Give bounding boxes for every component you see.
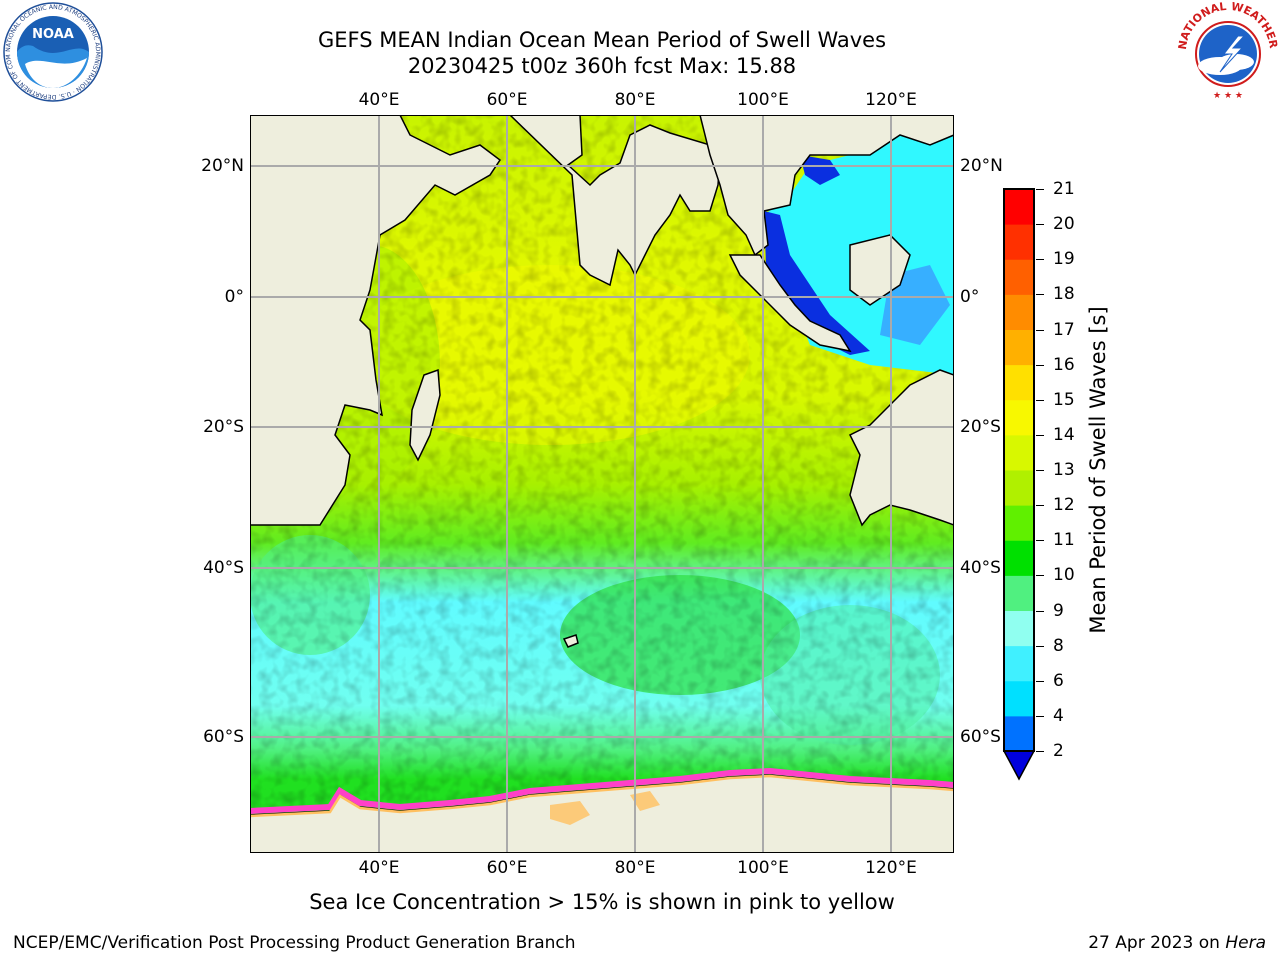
colorbar-tick-mark: [1036, 470, 1044, 471]
colorbar-tick-mark: [1036, 329, 1044, 331]
map-gridlines: [250, 115, 954, 853]
colorbar-tick-mark: [1036, 294, 1044, 296]
colorbar-tick-mark: [1036, 364, 1044, 366]
footer-date: 27 Apr 2023 on Hera: [1088, 933, 1266, 953]
colorbar-tick-mark: [1036, 505, 1044, 507]
colorbar-tick-label: 6: [1053, 670, 1064, 691]
colorbar-tick-label: 4: [1053, 705, 1064, 726]
noaa-logo: NATIONAL OCEANIC AND ATMOSPHERIC ADMINIS…: [3, 2, 103, 102]
colorbar-segment: [1004, 434, 1034, 471]
colorbar-tick-label: 21: [1053, 179, 1075, 199]
lon-tick-bottom-120: 120°E: [865, 858, 917, 878]
lat-tick-left-60s: 60°S: [203, 727, 244, 747]
map-title: GEFS MEAN Indian Ocean Mean Period of Sw…: [317, 28, 887, 52]
lon-tick-top-80: 80°E: [614, 90, 656, 110]
lat-tick-left-40s: 40°S: [203, 558, 244, 578]
colorbar-tick-label: 12: [1053, 495, 1075, 516]
colorbar-tick-label: 8: [1053, 635, 1064, 656]
colorbar-tick-label: 18: [1053, 284, 1075, 305]
lon-tick-top-100: 100°E: [737, 90, 789, 110]
colorbar-segment: [1004, 259, 1034, 295]
footer-date-text: 27 Apr 2023 on: [1088, 933, 1220, 953]
nws-logo: NATIONAL WEATHER SERVICE ★ ★ ★: [1178, 2, 1278, 101]
colorbar-tick-label: 14: [1053, 424, 1075, 445]
colorbar-under-arrow: [1002, 750, 1036, 781]
lon-tick-bottom-40: 40°E: [358, 858, 400, 878]
map-panel: [250, 115, 954, 853]
colorbar-segment: [1004, 645, 1034, 682]
lon-tick-top-60: 60°E: [486, 90, 528, 110]
svg-text:★ ★ ★: ★ ★ ★: [1213, 91, 1243, 101]
colorbar-tick-label: 15: [1053, 389, 1075, 410]
map-subtitle: 20230425 t00z 360h fcst Max: 15.88: [407, 54, 797, 78]
colorbar-tick-label: 11: [1053, 530, 1075, 551]
lat-tick-right-60s: 60°S: [960, 727, 1001, 747]
sea-ice-note: Sea Ice Concentration > 15% is shown in …: [309, 890, 895, 914]
lat-tick-right-20n: 20°N: [960, 156, 1003, 176]
colorbar-segment: [1004, 364, 1034, 401]
colorbar-tick-mark: [1036, 645, 1044, 647]
footer-credit: NCEP/EMC/Verification Post Processing Pr…: [13, 933, 576, 953]
colorbar-tick-mark: [1036, 434, 1044, 436]
colorbar-tick-mark: [1036, 540, 1044, 542]
lon-tick-top-40: 40°E: [358, 90, 400, 110]
colorbar-tick-label: 2: [1053, 741, 1064, 761]
colorbar-segment: [1004, 715, 1034, 752]
lon-tick-top-120: 120°E: [865, 90, 917, 110]
lat-tick-left-20n: 20°N: [201, 156, 244, 176]
lon-tick-bottom-80: 80°E: [614, 858, 656, 878]
colorbar-segment: [1004, 224, 1034, 260]
colorbar-segment: [1004, 329, 1034, 366]
colorbar-label: Mean Period of Swell Waves [s]: [1086, 306, 1110, 634]
noaa-logo-text: NOAA: [32, 27, 74, 42]
colorbar-segment: [1004, 680, 1034, 717]
sea-ice-band: [250, 767, 954, 814]
colorbar-tick-mark: [1036, 224, 1044, 226]
colorbar-frame: [1003, 188, 1035, 752]
colorbar-tick-mark: [1036, 259, 1044, 261]
colorbar: [1002, 188, 1036, 781]
colorbar-segment: [1004, 610, 1034, 647]
lat-tick-left-0: 0°: [224, 287, 244, 307]
lat-tick-left-20s: 20°S: [203, 417, 244, 437]
colorbar-tick-label: 17: [1053, 319, 1075, 340]
colorbar-tick-label: 13: [1053, 460, 1075, 480]
lat-tick-right-40s: 40°S: [960, 558, 1001, 578]
colorbar-tick-mark: [1036, 399, 1044, 401]
colorbar-segment: [1004, 189, 1034, 225]
colorbar-tick-mark: [1036, 751, 1044, 752]
lat-tick-right-0: 0°: [960, 287, 980, 307]
colorbar-tick-label: 19: [1053, 249, 1075, 270]
colorbar-segment: [1004, 505, 1034, 541]
colorbar-tick-label: 9: [1053, 600, 1064, 621]
colorbar-tick-label: 16: [1053, 354, 1075, 375]
colorbar-tick-mark: [1036, 715, 1044, 717]
colorbar-segment: [1004, 540, 1034, 576]
colorbar-tick-mark: [1036, 610, 1044, 612]
colorbar-tick-mark: [1036, 680, 1044, 682]
colorbar-tick-label: 20: [1053, 214, 1075, 235]
colorbar-segment: [1004, 399, 1034, 436]
colorbar-segment: [1004, 470, 1034, 506]
lat-tick-right-20s: 20°S: [960, 417, 1001, 437]
colorbar-tick-label: 10: [1053, 565, 1075, 586]
lon-tick-bottom-60: 60°E: [486, 858, 528, 878]
colorbar-tick-mark: [1036, 575, 1044, 577]
footer-machine: Hera: [1225, 933, 1266, 953]
colorbar-tick-mark: [1036, 189, 1044, 190]
lon-tick-bottom-100: 100°E: [737, 858, 789, 878]
colorbar-segment: [1004, 294, 1034, 330]
colorbar-segment: [1004, 575, 1034, 611]
